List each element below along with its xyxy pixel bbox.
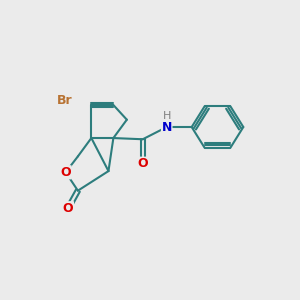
Text: O: O [60, 166, 71, 179]
Text: N: N [161, 121, 172, 134]
Text: O: O [137, 157, 148, 170]
Text: O: O [63, 202, 74, 215]
Text: H: H [163, 111, 171, 121]
Text: Br: Br [57, 94, 73, 106]
